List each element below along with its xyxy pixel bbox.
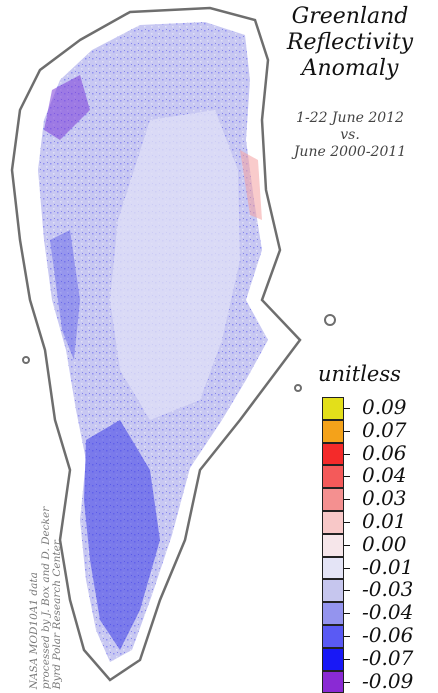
data-credit: NASA MOD10A1 data processed by J. Box an… <box>27 429 64 690</box>
legend-value: 0.00 <box>362 531 407 556</box>
legend-tick <box>344 430 350 432</box>
legend-swatch <box>322 510 344 534</box>
legend-unit: unitless <box>318 362 401 386</box>
legend-swatch <box>322 624 344 648</box>
legend-swatch <box>322 442 344 466</box>
legend-value: 0.03 <box>362 486 407 511</box>
legend-tick <box>344 658 350 660</box>
legend-tick <box>344 635 350 637</box>
title-line-3: Anomaly <box>301 56 399 81</box>
legend-tick <box>344 453 350 455</box>
map-title: Greenland Reflectivity Anomaly <box>262 4 438 82</box>
east-anomaly <box>240 150 262 220</box>
legend-tick <box>344 681 350 683</box>
credit-line-3: Byrd Polar Research Center <box>50 540 63 690</box>
legend-value: -0.04 <box>362 600 414 625</box>
legend-swatch <box>322 397 344 420</box>
legend-tick <box>344 476 350 478</box>
legend-swatch <box>322 647 344 671</box>
map-subtitle: 1-22 June 2012 vs. June 2000-2011 <box>270 110 430 161</box>
legend-value: -0.06 <box>362 622 414 647</box>
legend-tick <box>344 521 350 523</box>
subtitle-line-3: June 2000-2011 <box>293 144 407 160</box>
legend-swatch <box>322 670 344 693</box>
legend-value: 0.04 <box>362 463 407 488</box>
legend-tick <box>344 408 350 409</box>
credit-line-1: NASA MOD10A1 data <box>27 572 40 690</box>
legend-tick <box>344 544 350 546</box>
legend-value: 0.07 <box>362 417 407 442</box>
title-line-2: Reflectivity <box>286 30 414 55</box>
island <box>22 356 30 364</box>
west-margin <box>50 230 80 360</box>
subtitle-line-1: 1-22 June 2012 <box>296 110 404 126</box>
legend-swatch <box>322 419 344 443</box>
legend-swatch <box>322 556 344 580</box>
legend-swatch <box>322 579 344 603</box>
legend-value: -0.01 <box>362 554 414 579</box>
legend-value: 0.09 <box>362 395 407 419</box>
legend-swatch <box>322 465 344 489</box>
legend-value: -0.03 <box>362 577 414 602</box>
legend-value: 0.01 <box>362 508 407 533</box>
subtitle-line-2: vs. <box>340 127 360 143</box>
legend-value: -0.07 <box>362 645 414 670</box>
southwest-margin <box>84 420 160 650</box>
interior-zone <box>110 110 240 420</box>
island <box>294 384 302 392</box>
legend-swatch <box>322 602 344 625</box>
legend-tick <box>344 567 350 569</box>
legend-tick <box>344 613 350 615</box>
island <box>324 314 336 326</box>
northwest-margin <box>44 75 90 140</box>
legend-swatch <box>322 488 344 511</box>
coastline <box>10 6 302 682</box>
title-line-1: Greenland <box>291 4 409 29</box>
legend-swatch <box>322 533 344 557</box>
legend-value: 0.06 <box>362 440 407 465</box>
legend-tick <box>344 499 350 501</box>
legend-tick <box>344 590 350 592</box>
legend-value: -0.09 <box>362 668 414 693</box>
